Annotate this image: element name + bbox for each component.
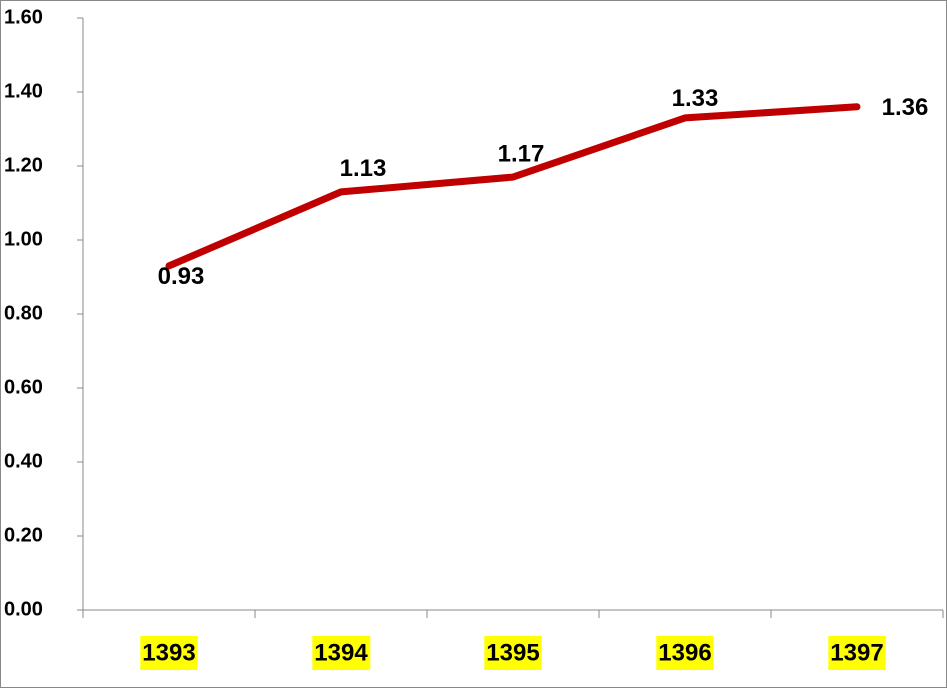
- y-tick-label: 0.20: [4, 524, 43, 546]
- y-tick-label: 1.20: [4, 154, 43, 176]
- line: [165, 103, 861, 270]
- x-tick-label: 1394: [314, 639, 368, 666]
- data-label: 1.33: [672, 85, 719, 112]
- category-highlight: [312, 636, 371, 670]
- x-tick-label: 1395: [486, 639, 539, 666]
- x-tick-label: 1397: [830, 639, 883, 666]
- data-label: 1.36: [882, 94, 929, 121]
- y-tick-label: 0.40: [4, 450, 43, 472]
- x-tick-label: 1396: [658, 639, 711, 666]
- y-tick-label: 0.60: [4, 376, 43, 398]
- data-label: 1.17: [498, 140, 545, 167]
- x-tick-label: 1393: [142, 639, 195, 666]
- data-label: 0.93: [158, 263, 205, 290]
- data-label: 1.13: [340, 155, 387, 182]
- y-tick-label: 0.80: [4, 302, 43, 324]
- category-highlight: [656, 636, 714, 670]
- y-tick-label: 1.40: [4, 80, 43, 102]
- category-highlight: [484, 636, 542, 670]
- category-highlight: [828, 636, 886, 670]
- y-tick-label: 1.60: [4, 6, 43, 28]
- y-tick-label: 0.00: [4, 598, 43, 620]
- y-tick-label: 1.00: [4, 228, 43, 250]
- category-highlight: [140, 636, 198, 670]
